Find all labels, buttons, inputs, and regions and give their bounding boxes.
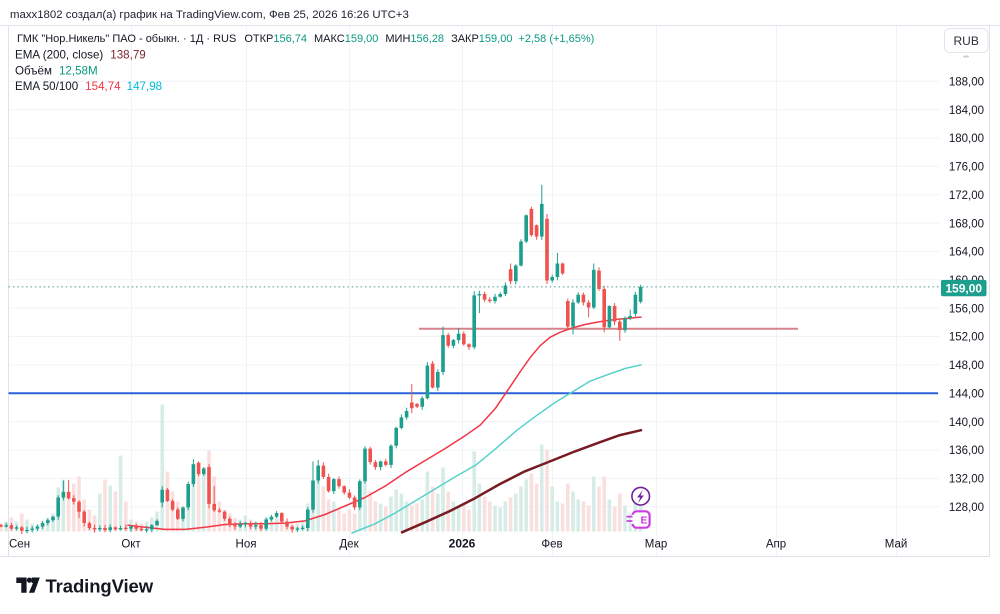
svg-text:Мар: Мар bbox=[645, 539, 668, 551]
svg-text:maxx1802 создал(а) график на T: maxx1802 создал(а) график на TradingView… bbox=[10, 9, 409, 21]
svg-text:Май: Май bbox=[885, 539, 908, 551]
svg-text:164,00: 164,00 bbox=[949, 247, 984, 259]
svg-text:184,00: 184,00 bbox=[949, 105, 984, 117]
svg-text:Окт: Окт bbox=[121, 539, 141, 551]
svg-text:159,00: 159,00 bbox=[945, 281, 982, 295]
svg-text:2026: 2026 bbox=[449, 537, 476, 551]
svg-text:172,00: 172,00 bbox=[949, 190, 984, 202]
svg-text:140,00: 140,00 bbox=[949, 417, 984, 429]
svg-text:ГМК "Нор.Никель" ПАО - обыкн.: ГМК "Нор.Никель" ПАО - обыкн. · 1Д · RUS… bbox=[17, 33, 594, 45]
svg-text:136,00: 136,00 bbox=[949, 445, 984, 457]
svg-text:152,00: 152,00 bbox=[949, 332, 984, 344]
svg-text:128,00: 128,00 bbox=[949, 502, 984, 514]
svg-text:Апр: Апр bbox=[766, 539, 786, 551]
svg-text:RUB: RUB bbox=[954, 34, 979, 48]
svg-text:TradingView: TradingView bbox=[46, 575, 154, 596]
svg-text:168,00: 168,00 bbox=[949, 218, 984, 230]
svg-text:E: E bbox=[640, 515, 647, 527]
svg-text:132,00: 132,00 bbox=[949, 474, 984, 486]
svg-text:Дек: Дек bbox=[339, 539, 359, 551]
svg-text:148,00: 148,00 bbox=[949, 360, 984, 372]
svg-text:176,00: 176,00 bbox=[949, 162, 984, 174]
svg-text:Сен: Сен bbox=[9, 539, 30, 551]
svg-text:180,00: 180,00 bbox=[949, 133, 984, 145]
svg-text:EMA (200, close)138,79: EMA (200, close) 138,79 bbox=[15, 48, 146, 61]
svg-text:188,00: 188,00 bbox=[949, 76, 984, 88]
svg-text:144,00: 144,00 bbox=[949, 389, 984, 401]
svg-text:Ноя: Ноя bbox=[236, 539, 257, 551]
svg-text:156,00: 156,00 bbox=[949, 303, 984, 315]
svg-text:Фев: Фев bbox=[541, 539, 562, 551]
